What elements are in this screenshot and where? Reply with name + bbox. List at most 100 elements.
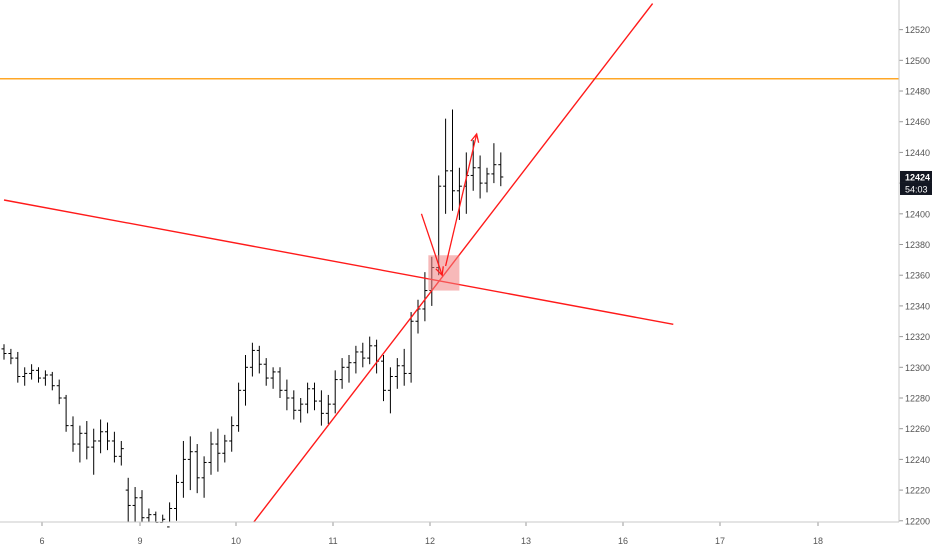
price-tick-label: 12300 — [905, 363, 930, 373]
price-tick-label: 12200 — [905, 516, 930, 526]
ohlc-bar — [243, 355, 248, 406]
ohlc-bar — [415, 299, 421, 334]
ohlc-bar — [374, 339, 380, 374]
ohlc-bar — [332, 370, 338, 414]
ohlc-bar — [394, 358, 400, 389]
ohlc-bar — [401, 348, 407, 386]
ohlc-bar — [77, 425, 83, 463]
price-tick-label: 12480 — [905, 87, 930, 97]
ohlc-bar — [312, 382, 317, 411]
ohlc-bar — [84, 421, 90, 460]
ohlc-bar — [353, 345, 359, 374]
last-price-label: 12424 — [905, 172, 930, 182]
ohlc-bar — [229, 416, 235, 452]
ohlc-bar — [146, 508, 152, 522]
ohlc-bar — [215, 428, 221, 472]
price-tick-label: 12260 — [905, 424, 930, 434]
ohlc-bar — [346, 355, 352, 383]
ohlc-bar — [387, 367, 393, 414]
drawings — [0, 3, 899, 522]
price-tick-label: 12400 — [905, 209, 930, 219]
ohlc-bar — [422, 272, 428, 322]
price-tick-label: 12320 — [905, 332, 930, 342]
ohlc-bar — [450, 109, 455, 211]
ohlc-bar — [277, 367, 283, 398]
arrow — [444, 132, 480, 267]
arrow-shaft — [444, 133, 478, 267]
time-tick-label: 12 — [425, 536, 435, 546]
time-tick-label: 9 — [137, 536, 142, 546]
time-tick-label: 11 — [328, 536, 337, 546]
ohlc-bar — [180, 440, 186, 498]
descending-trendline — [3, 199, 674, 326]
ohlc-bar — [42, 370, 48, 386]
price-tick-label: 12460 — [905, 117, 930, 127]
ohlc-bar — [263, 358, 269, 386]
axis-ticks — [41, 29, 903, 526]
price-tick-label: 12520 — [905, 25, 930, 35]
ohlc-bar — [498, 152, 504, 187]
ohlc-bar — [139, 490, 145, 522]
ohlc-bar — [305, 382, 311, 414]
time-tick-label: 16 — [618, 536, 628, 546]
ohlc-bar — [49, 371, 55, 391]
ohlc-bar — [125, 477, 131, 522]
ohlc-bar — [456, 167, 462, 220]
ohlc-bar — [298, 398, 304, 423]
ohlc-bar — [63, 394, 69, 432]
countdown-label: 54:03 — [905, 184, 928, 194]
price-tick-label: 12440 — [905, 148, 930, 158]
ohlc-bar — [70, 416, 76, 452]
ohlc-bar — [477, 155, 483, 199]
ohlc-bar — [208, 431, 214, 475]
ohlc-bar — [318, 390, 324, 426]
ohlc-bar — [236, 382, 242, 432]
ohlc-bar — [360, 342, 366, 368]
ohlc-bar — [132, 487, 138, 522]
ohlc-bar — [187, 436, 193, 491]
price-bars — [1, 109, 504, 528]
price-tick-label: 12340 — [905, 301, 930, 311]
ohlc-bar — [167, 502, 173, 528]
ohlc-bar — [367, 336, 373, 365]
time-tick-label: 10 — [231, 536, 241, 546]
arrow-head — [435, 266, 444, 277]
time-tick-label: 13 — [521, 536, 531, 546]
ohlc-bar — [8, 348, 14, 365]
time-tick-label: 6 — [39, 536, 44, 546]
ohlc-bar — [491, 143, 497, 184]
ohlc-bar — [194, 444, 200, 494]
ohlc-bar — [222, 434, 228, 463]
ohlc-bar — [153, 511, 159, 523]
ohlc-bar — [443, 118, 449, 214]
ohlc-bar — [270, 367, 276, 389]
ohlc-bar — [22, 367, 28, 386]
countdown-tag — [900, 182, 932, 195]
price-tick-label: 12220 — [905, 486, 930, 496]
ohlc-bar — [118, 440, 124, 466]
arrow-shaft — [420, 213, 443, 276]
last-price-tag — [900, 170, 932, 183]
ohlc-bar — [15, 351, 21, 383]
time-tick-label: 18 — [813, 536, 823, 546]
arrow — [420, 213, 444, 277]
ohlc-bar — [291, 390, 297, 420]
ohlc-bar — [98, 419, 104, 454]
ohlc-bar — [36, 367, 41, 383]
price-tick-label: 12360 — [905, 271, 930, 281]
price-tick-label: 12280 — [905, 394, 930, 404]
price-tick-label: 12500 — [905, 56, 930, 66]
ohlc-bar — [105, 422, 110, 451]
arrow-head — [470, 132, 480, 143]
ohlc-bar — [160, 514, 166, 523]
price-tick-label: 12240 — [905, 455, 930, 465]
target-zone — [428, 255, 460, 291]
ohlc-bar — [56, 379, 62, 405]
ohlc-bar — [111, 431, 117, 463]
ohlc-bar — [249, 342, 255, 377]
ohlc-bar — [91, 428, 97, 475]
time-tick-label: 17 — [715, 536, 725, 546]
ohlc-bar — [256, 345, 262, 374]
